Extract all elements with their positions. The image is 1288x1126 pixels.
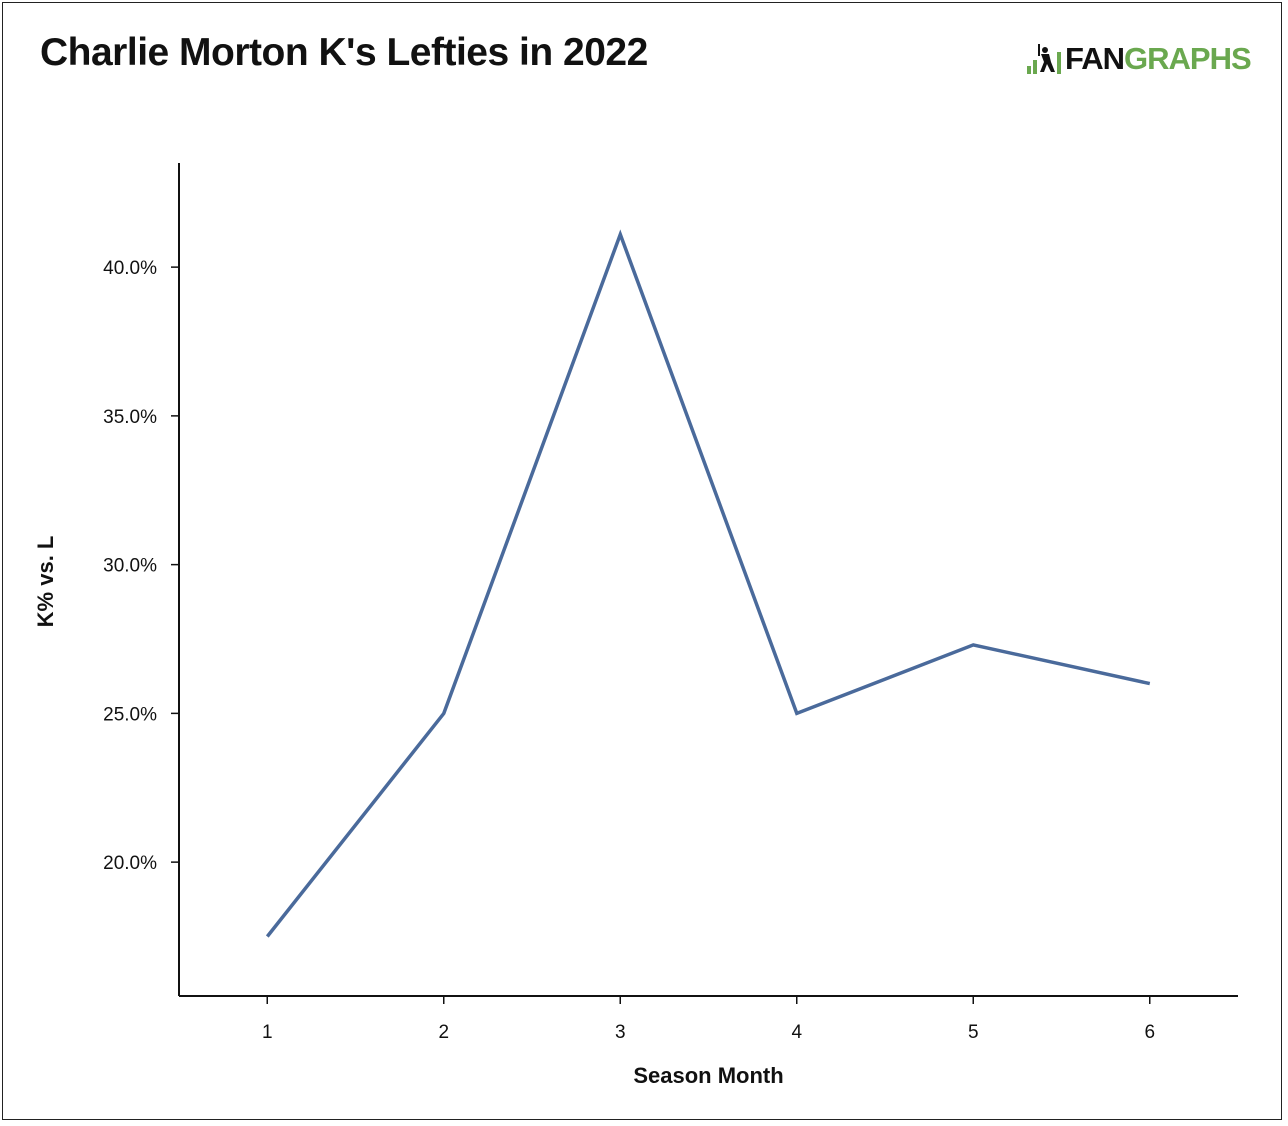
y-tick-label: 25.0% [103,704,157,725]
y-tick-label: 40.0% [103,258,157,279]
fangraphs-logo: FANGRAPHS [1025,41,1252,77]
y-tick-label: 35.0% [103,407,157,428]
logo-text-graphs: GRAPHS [1124,41,1252,76]
logo-text-fan: FAN [1065,41,1125,76]
batter-icon [1027,44,1061,74]
y-axis-title: K% vs. L [33,536,58,628]
y-tick-label: 20.0% [103,853,157,874]
tick-group: 20.0% 25.0% 30.0% 35.0% 40.0% 1 2 3 4 5 6 [103,258,1155,1043]
y-tick-label: 30.0% [103,556,157,577]
x-tick-label: 1 [262,1022,273,1043]
x-tick-label: 3 [615,1022,626,1043]
series-line [265,229,1151,938]
series-group [265,229,1151,938]
x-tick-label: 4 [791,1022,802,1043]
x-tick-label: 5 [968,1022,979,1043]
chart-axes [178,163,1238,997]
x-axis-title: Season Month [633,1063,783,1088]
chart-title: Charlie Morton K's Lefties in 2022 [40,31,648,74]
x-tick-label: 2 [438,1022,449,1043]
x-tick-label: 6 [1144,1022,1155,1043]
